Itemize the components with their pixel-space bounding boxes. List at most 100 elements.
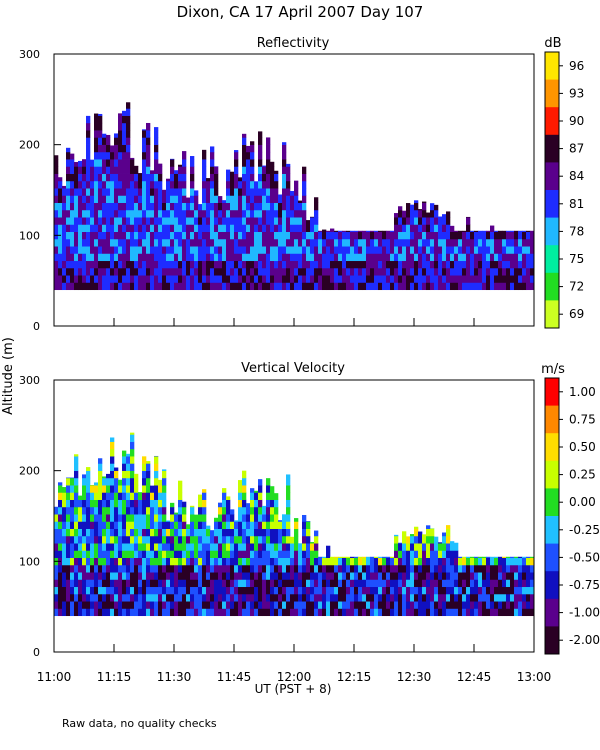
heatmap-cell — [78, 217, 83, 225]
heatmap-cell — [190, 535, 195, 544]
heatmap-cell — [278, 586, 283, 595]
heatmap-cell — [98, 253, 103, 262]
heatmap-cell — [334, 253, 339, 262]
heatmap-cell — [86, 122, 91, 131]
heatmap-cell — [94, 492, 99, 500]
heatmap-cell — [306, 608, 311, 617]
heatmap-cell — [318, 557, 323, 566]
heatmap-cell — [430, 586, 435, 595]
heatmap-cell — [78, 253, 83, 262]
heatmap-cell — [114, 231, 119, 240]
heatmap-cell — [354, 564, 359, 573]
heatmap-cell — [402, 217, 407, 225]
heatmap-cell — [294, 202, 299, 211]
heatmap-cell — [414, 200, 419, 203]
heatmap-cell — [246, 586, 251, 595]
heatmap-cell — [134, 195, 139, 203]
heatmap-cell — [258, 572, 263, 580]
heatmap-cell — [158, 217, 163, 225]
heatmap-cell — [174, 217, 179, 225]
heatmap-cell — [130, 166, 135, 174]
heatmap-cell — [282, 514, 287, 522]
heatmap-cell — [54, 166, 59, 174]
heatmap-cell — [266, 478, 271, 486]
heatmap-cell — [186, 528, 191, 537]
heatmap-cell — [190, 267, 195, 276]
heatmap-cell — [194, 514, 199, 522]
heatmap-cell — [510, 230, 515, 233]
heatmap-cell — [242, 224, 247, 232]
heatmap-cell — [78, 209, 83, 218]
heatmap-cell — [258, 159, 263, 167]
heatmap-cell — [182, 246, 187, 254]
heatmap-cell — [190, 550, 195, 558]
heatmap-cell — [398, 206, 403, 211]
heatmap-cell — [86, 159, 91, 167]
heatmap-cell — [242, 608, 247, 617]
heatmap-cell — [430, 557, 435, 566]
heatmap-cell — [430, 209, 435, 218]
heatmap-cell — [522, 601, 527, 609]
heatmap-cell — [70, 231, 75, 240]
heatmap-cell — [142, 173, 147, 182]
heatmap-cell — [146, 180, 151, 189]
heatmap-cell — [114, 564, 119, 573]
heatmap-cell — [58, 217, 63, 225]
heatmap-cell — [294, 564, 299, 573]
heatmap-cell — [390, 275, 395, 283]
heatmap-cell — [86, 231, 91, 240]
heatmap-cell — [290, 536, 295, 544]
heatmap-cell — [114, 477, 119, 486]
heatmap-cell — [214, 521, 219, 529]
heatmap-cell — [214, 557, 219, 566]
heatmap-cell — [494, 564, 499, 573]
heatmap-cell — [318, 282, 323, 291]
heatmap-cell — [114, 608, 119, 617]
heatmap-cell — [246, 238, 251, 247]
heatmap-cell — [170, 159, 175, 167]
heatmap-cell — [70, 492, 75, 500]
heatmap-cell — [526, 572, 531, 580]
heatmap-cell — [342, 275, 347, 283]
heatmap-cell — [266, 492, 271, 500]
heatmap-cell — [158, 209, 163, 218]
heatmap-cell — [518, 282, 523, 291]
heatmap-cell — [254, 608, 259, 617]
heatmap-cell — [310, 608, 315, 617]
heatmap-cell — [262, 224, 267, 232]
heatmap-cell — [82, 282, 87, 291]
heatmap-cell — [210, 572, 215, 580]
heatmap-cell — [530, 593, 535, 602]
heatmap-cell — [158, 275, 163, 283]
heatmap-cell — [126, 275, 131, 283]
heatmap-cell — [326, 550, 331, 558]
heatmap-cell — [330, 601, 335, 609]
heatmap-cell — [378, 238, 383, 247]
heatmap-cell — [158, 564, 163, 573]
heatmap-cell — [110, 145, 115, 153]
heatmap-cell — [66, 238, 71, 247]
heatmap-cell — [70, 586, 75, 595]
heatmap-cell — [82, 601, 87, 609]
heatmap-cell — [110, 195, 115, 203]
heatmap-cell — [290, 238, 295, 247]
heatmap-cell — [214, 253, 219, 262]
heatmap-cell — [174, 267, 179, 276]
heatmap-cell — [234, 572, 239, 580]
heatmap-cell — [410, 267, 415, 276]
heatmap-cell — [118, 195, 123, 203]
heatmap-cell — [182, 550, 187, 558]
heatmap-cell — [186, 202, 191, 211]
heatmap-cell — [98, 113, 103, 116]
heatmap-cell — [266, 166, 271, 174]
heatmap-cell — [118, 115, 123, 124]
heatmap-cell — [146, 550, 151, 558]
heatmap-cell — [178, 195, 183, 203]
heatmap-cell — [478, 601, 483, 609]
heatmap-cell — [90, 485, 95, 493]
heatmap-cell — [514, 253, 519, 262]
heatmap-cell — [342, 231, 347, 240]
heatmap-cell — [262, 564, 267, 573]
heatmap-cell — [194, 195, 199, 203]
heatmap-cell — [450, 541, 455, 544]
